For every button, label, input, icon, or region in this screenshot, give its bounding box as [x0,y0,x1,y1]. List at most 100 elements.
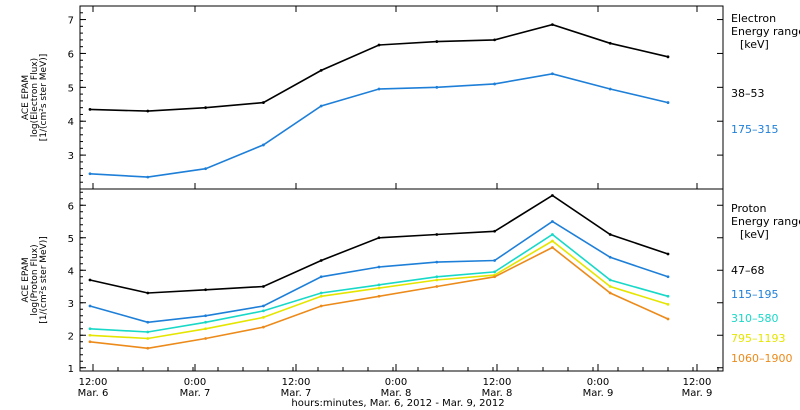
y-tick-label: 4 [68,117,74,128]
data-point [435,233,439,236]
legend-entry: 38–53 [731,87,765,100]
legend-entry: 1060–1900 [731,352,793,365]
data-point [608,285,612,288]
data-point [146,320,150,324]
data-point [262,315,265,319]
data-point [377,283,381,287]
y-axis-label-line: ACE EPAM [21,75,31,120]
data-point [204,327,208,331]
x-axis-title: hours:minutes, Mar. 6, 2012 - Mar. 9, 20… [291,398,504,409]
data-point [551,246,554,249]
data-point [666,252,670,256]
data-point [551,233,554,236]
data-point [493,82,496,86]
data-point [551,72,554,76]
data-point [666,317,670,321]
y-tick-label: 6 [68,201,74,212]
x-tick-label: 12:00 [282,377,311,388]
x-tick-label: 0:00 [587,377,609,388]
legend-entry: 175–315 [731,123,779,136]
x-tick-label: 0:00 [385,377,407,388]
data-point [666,302,670,306]
data-point [88,340,92,344]
series-line [89,240,669,340]
data-point [493,275,496,279]
series-line [89,194,669,294]
data-point [666,55,670,59]
legend-title: [keV] [740,228,769,241]
data-point [608,278,612,282]
x-tick-label: 12:00 [79,377,108,388]
data-point [551,194,554,197]
legend-entry: 47–68 [731,264,765,277]
data-point [493,259,496,262]
legend-entry: 310–580 [731,312,779,325]
data-point [551,239,554,243]
x-day-label: Mar. 8 [381,388,412,399]
y-tick-label: 3 [68,151,74,162]
data-point [319,275,323,279]
data-point [435,278,439,282]
data-point [88,107,92,111]
y-tick-label: 5 [68,83,74,94]
data-point [146,175,150,179]
series-line [89,233,669,333]
data-point [377,286,381,290]
proton-panel-frame [79,188,724,372]
data-point [551,220,554,223]
legend-entry: 795–1193 [731,332,786,345]
data-point [319,104,323,108]
data-point [319,259,323,262]
data-point [493,38,496,42]
data-point [608,87,612,91]
legend-title: [keV] [740,38,769,51]
data-point [608,291,612,295]
data-point [319,294,323,298]
data-point [88,172,92,176]
data-point [319,68,323,72]
data-point [146,291,150,295]
y-axis-label-line: [1/(cm²s ster MeV)] [39,54,49,141]
y-tick-label: 1 [68,364,74,375]
data-point [262,143,265,147]
data-point [493,270,496,274]
data-point [146,330,150,334]
data-point [204,106,208,110]
data-point [204,320,208,324]
legend-entry: 115–195 [731,288,779,301]
x-day-label: Mar. 9 [583,388,614,399]
x-day-label: Mar. 6 [78,388,109,399]
y-tick-label: 7 [68,16,74,27]
data-point [551,23,554,27]
y-tick-label: 6 [68,49,74,60]
data-point [493,229,496,233]
data-point [377,236,381,240]
data-point [319,291,323,295]
data-point [262,309,265,313]
electron-panel-frame [79,5,724,190]
data-point [204,337,208,340]
x-day-label: Mar. 7 [281,388,312,399]
y-axis-label-line: [1/(cm²s ster MeV)] [39,236,49,323]
data-point [204,167,208,171]
data-point [319,304,323,308]
data-point [435,260,439,264]
data-point [666,294,670,298]
data-point [146,109,150,113]
data-point [377,43,381,47]
data-point [204,314,208,318]
data-point [608,41,612,45]
x-day-label: Mar. 8 [482,388,513,399]
x-tick-label: 12:00 [683,377,712,388]
legend-title: Electron [731,12,776,25]
x-day-label: Mar. 9 [682,388,713,399]
y-tick-label: 2 [68,331,74,342]
y-axis-label-line: log(Proton Flux) [30,244,40,315]
data-point [377,294,381,298]
data-point [608,233,612,236]
data-point [204,288,208,292]
data-point [666,101,670,104]
legend-title: Energy range [731,25,800,38]
